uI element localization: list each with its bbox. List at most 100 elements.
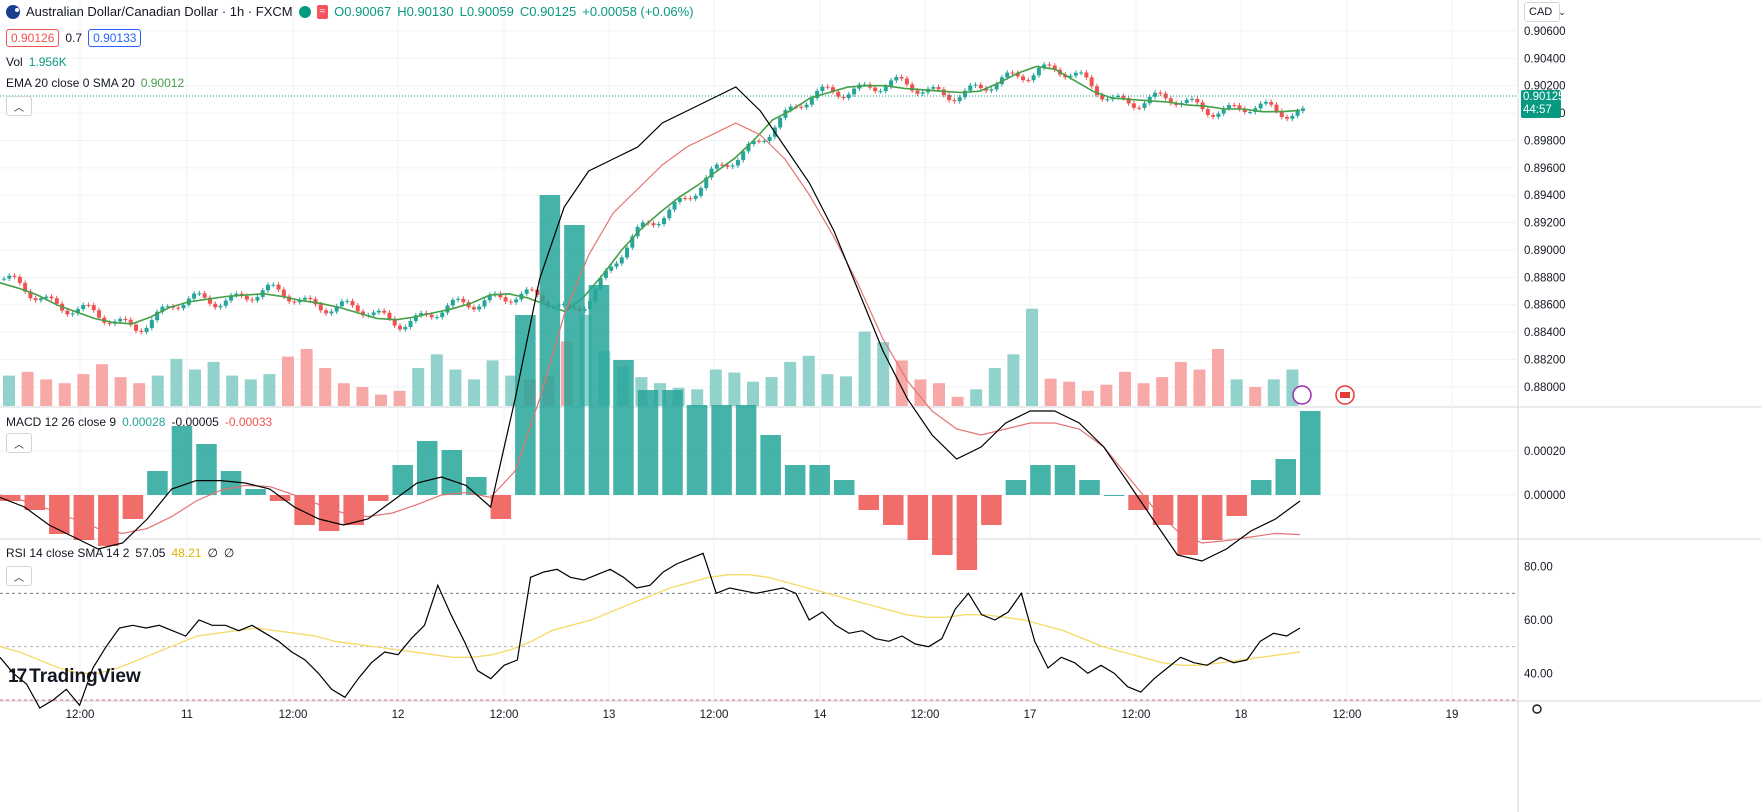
candle-body [350,301,355,306]
volume-bar [1156,377,1169,406]
candle-body [70,313,75,315]
candle-body [910,84,915,91]
candle-body [598,277,603,290]
candle-body [1190,98,1194,100]
candle-body [318,304,323,311]
candle-body [883,86,888,92]
candle-body [609,266,614,271]
wave-icon[interactable]: ≈ [316,4,329,19]
candle-body [1195,98,1200,103]
macd-histogram-bar [441,450,463,495]
rsi-legend-label: RSI 14 close SMA 14 2 [6,546,130,560]
candle-body [160,306,165,312]
ema-legend[interactable]: EMA 20 close 0 SMA 20 0.90012 [6,76,190,90]
candle-body [561,303,566,305]
volume-bar [263,374,276,406]
volume-bar [802,355,815,406]
collapse-macd-button[interactable]: ︿ [6,433,32,453]
candle-body [989,89,994,91]
macd-histogram-bar [932,495,953,555]
macd-histogram-bar [196,444,217,495]
currency-button[interactable]: CAD ⌄ [1524,2,1566,22]
macd-histogram-bar [122,495,144,519]
gear-icon[interactable] [1532,704,1542,714]
time-axis-label: 13 [603,709,616,721]
candle-body [1232,105,1237,107]
macd-histogram-bar [809,465,830,495]
bar-countdown: 44:57 [1523,104,1552,116]
candle-body [192,293,197,299]
candle-body [313,299,318,305]
candle-body [899,76,904,79]
candle-body [81,304,86,309]
macd-legend[interactable]: MACD 12 26 close 9 0.00028 -0.00005 -0.0… [6,415,278,429]
volume-bar [1044,378,1057,406]
macd-histogram-bar [367,495,389,501]
candle-body [1105,99,1110,101]
candle-body [302,297,307,300]
symbol-title[interactable]: Australian Dollar/Canadian Dollar · 1h ·… [26,4,293,19]
candle-body [788,106,793,111]
buy-button[interactable]: 0.90133 [88,29,142,47]
macd-histogram-bar [637,390,659,495]
candle-body [952,100,957,102]
time-axis-label: 17 [1024,709,1037,721]
candle-body [1168,98,1173,104]
collapse-legend-button[interactable]: ︿ [6,96,32,116]
candle-body [181,304,186,309]
candle-body [1073,72,1078,76]
candle-body [672,201,677,210]
volume-bar [21,371,34,406]
macd-histogram-bar [343,495,364,525]
candle-body [1163,93,1168,99]
rsi-legend[interactable]: RSI 14 close SMA 14 2 57.05 48.21 ∅ ∅ [6,546,240,560]
volume-bar [988,368,1001,406]
rsi-sma-line [0,574,1301,674]
macd-histogram-bar [245,489,266,495]
candle-body [730,165,735,167]
candle-body [1216,113,1221,117]
candle-body [735,160,740,166]
rsi-axis-label: 40.00 [1524,668,1553,680]
rsi-extra-1: ∅ [207,546,218,560]
volume-bar [933,383,945,406]
volume-bar [784,361,797,406]
candle-body [625,247,630,258]
candle-body [1084,72,1089,78]
candle-body [603,270,608,278]
candle-body [873,87,878,92]
volume-bar [1267,379,1280,406]
candle-body [656,224,661,226]
candle-body [1158,92,1163,94]
volume-bar [1119,371,1131,406]
ohlc-open: O0.90067 [334,4,392,19]
candle-body [662,218,666,225]
chevron-down-icon: ⌄ [1558,6,1566,17]
candle-body [361,311,366,316]
tradingview-logo[interactable]: 17 TradingView [8,666,141,688]
candle-body [1269,101,1274,105]
volume-bar [691,389,704,406]
candle-body [229,295,234,301]
macd-histogram-bar [1226,495,1247,516]
macd-histogram-bar [294,495,315,525]
currency-label: CAD [1529,6,1553,18]
candle-body [820,86,825,91]
collapse-rsi-button[interactable]: ︿ [6,566,32,586]
volume-bar [1249,387,1262,406]
ema-line [0,65,1301,325]
candle-body [1010,72,1015,74]
flash-event-icon[interactable] [1292,385,1312,405]
time-axis-label: 14 [814,709,827,721]
macd-axis-label: 0.00020 [1524,446,1566,458]
candle-body [846,94,851,99]
sell-button[interactable]: 0.90126 [6,29,60,47]
candle-body [725,165,730,167]
candle-body [276,284,281,290]
candle-body [1290,115,1295,119]
price-axis-label: 0.90200 [1524,81,1566,93]
volume-legend[interactable]: Vol 1.956K [6,55,73,69]
candle-body [371,312,376,316]
candle-body [2,278,6,280]
